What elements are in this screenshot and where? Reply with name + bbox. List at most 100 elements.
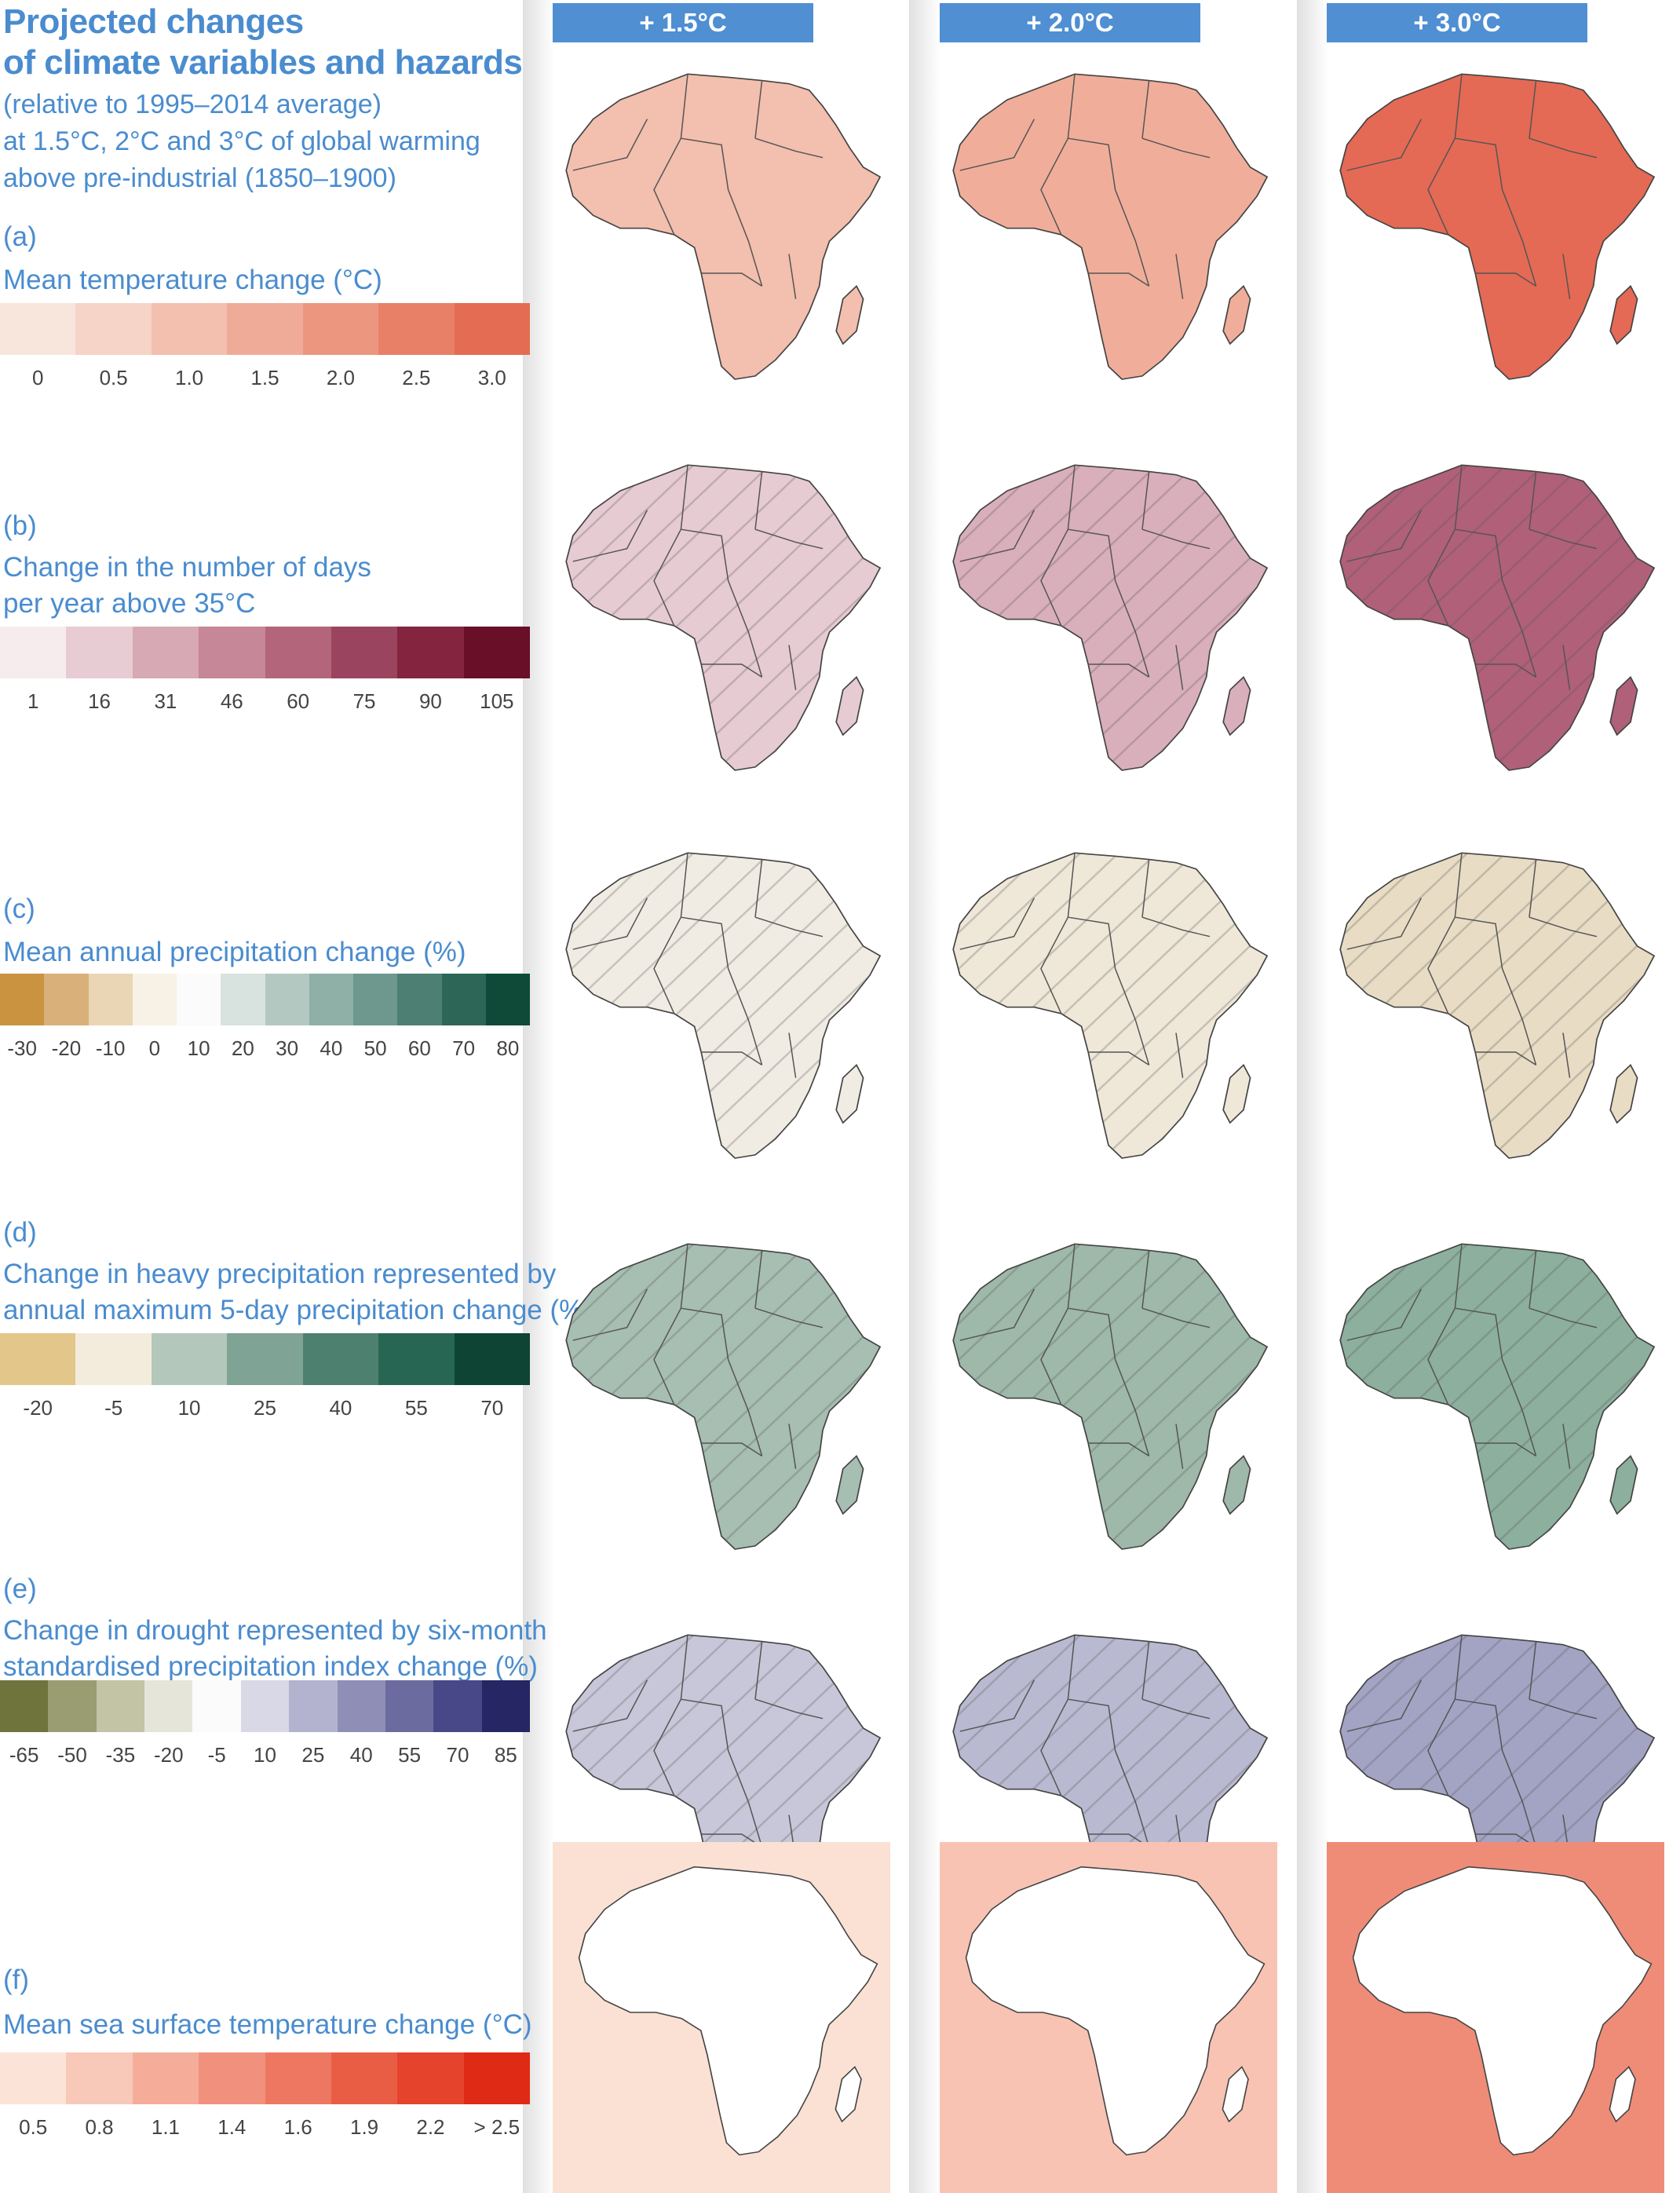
map-panel <box>1327 840 1664 1193</box>
legend-colorbar <box>0 303 530 355</box>
legend-tick-label: 10 <box>254 1743 276 1767</box>
map-panel <box>553 1231 890 1584</box>
hatching-overlay <box>566 1244 881 1549</box>
legend-tick-label: 70 <box>452 1036 476 1060</box>
legend-tick-label: 40 <box>320 1036 343 1060</box>
legend-swatch <box>0 303 76 355</box>
region-borders <box>1346 465 1598 690</box>
legend-tick-label: 46 <box>220 689 243 713</box>
legend-tick-label: -20 <box>153 1743 184 1767</box>
region-borders <box>572 74 824 299</box>
legend-tick-label: 85 <box>494 1743 517 1767</box>
africa-landmass <box>1339 73 1656 380</box>
legend-tick-label: 55 <box>404 1396 428 1420</box>
map-svg <box>565 464 882 771</box>
hatching-overlay <box>1340 1244 1655 1549</box>
hatching-overlay <box>566 853 881 1158</box>
legend-tick-label: 1.1 <box>151 2115 181 2139</box>
legend-tick-label: 1.6 <box>283 2115 312 2139</box>
legend-tick-label: -20 <box>51 1036 82 1060</box>
legend-swatch <box>199 2052 265 2104</box>
region-borders <box>1346 1635 1598 1860</box>
map-panel <box>1327 452 1664 806</box>
legend-swatch <box>0 627 67 678</box>
madagascar-landmass <box>1609 1454 1638 1515</box>
map-panel <box>940 452 1277 806</box>
legend-ticks: -30 -20 -10 0 10 20 30 40 50 60 70 80 <box>0 1036 530 1068</box>
legend-swatch <box>144 1680 193 1732</box>
madagascar-landmass <box>1609 1063 1638 1124</box>
madagascar-landmass <box>1222 675 1251 736</box>
legend-tick-label: 70 <box>446 1743 469 1767</box>
legend-tick-label: 16 <box>88 689 111 713</box>
figure-subtitle: (relative to 1995–2014 average) at 1.5°C… <box>3 86 480 197</box>
legend-tick-label: 0.5 <box>99 366 128 389</box>
panel-title: Change in drought represented by six-mon… <box>3 1613 547 1685</box>
legend-colorbar <box>0 2052 530 2104</box>
legend-swatch <box>88 974 133 1025</box>
legend-ticks: 0.5 0.8 1.1 1.4 1.6 1.9 2.2 > 2.5 <box>0 2115 530 2147</box>
legend-swatch <box>463 2052 530 2104</box>
legend-tick-label: 60 <box>407 1036 431 1060</box>
africa-landmass <box>952 73 1269 380</box>
legend-tick-label: 1.9 <box>349 2115 379 2139</box>
legend-tick-label: 3.0 <box>477 366 506 389</box>
map-svg <box>952 1243 1269 1550</box>
legend-tick-label: -20 <box>23 1396 53 1420</box>
hatching-overlay <box>953 1244 1268 1549</box>
legend-swatch <box>463 627 530 678</box>
madagascar-landmass <box>1222 284 1251 345</box>
legend-swatch <box>454 303 530 355</box>
legend-swatch <box>132 974 177 1025</box>
region-borders <box>959 465 1211 690</box>
region-borders <box>1346 853 1598 1078</box>
legend-swatch <box>240 1680 290 1732</box>
legend-swatch <box>0 974 45 1025</box>
madagascar-landmass <box>1222 1063 1251 1124</box>
madagascar-landmass <box>1609 675 1638 736</box>
legend-tick-label: 10 <box>187 1036 210 1060</box>
legend-tick-label: -65 <box>9 1743 39 1767</box>
map-panel <box>940 1842 1277 2193</box>
region-borders <box>959 1244 1211 1469</box>
legend-tick-label: 55 <box>398 1743 422 1767</box>
legend-ticks: 1 16 31 46 60 75 90 105 <box>0 689 530 721</box>
map-panel <box>940 1231 1277 1584</box>
legend-ticks: 0 0.5 1.0 1.5 2.0 2.5 3.0 <box>0 366 530 397</box>
legend-swatch <box>0 2052 67 2104</box>
africa-landmass <box>1352 1866 1653 2156</box>
africa-landmass <box>965 1866 1265 2156</box>
legend-swatch <box>227 303 303 355</box>
legend-swatch <box>397 974 442 1025</box>
legend-tick-label: 2.5 <box>402 366 431 389</box>
legend-tick-label: 90 <box>418 689 442 713</box>
map-panel <box>940 61 1277 415</box>
map-panel <box>553 1842 890 2193</box>
figure-title: Projected changes of climate variables a… <box>3 2 523 83</box>
column-header-1p5: + 1.5°C <box>553 3 813 42</box>
legend-tick-label: 40 <box>329 1396 352 1420</box>
panel-title-line: Change in heavy precipitation represente… <box>3 1259 557 1289</box>
legend-swatch <box>75 1333 152 1385</box>
legend-swatch <box>289 1680 338 1732</box>
legend-ticks: -65 -50 -35 -20 -5 10 25 40 55 70 85 <box>0 1743 530 1775</box>
legend-swatch <box>199 627 265 678</box>
region-borders <box>572 853 824 1078</box>
legend-tick-label: 10 <box>177 1396 201 1420</box>
panel-letter: (d) <box>3 1217 37 1248</box>
hatching-overlay <box>953 853 1268 1158</box>
legend-tick-label: 1.4 <box>217 2115 247 2139</box>
legend-swatch <box>385 1680 434 1732</box>
map-svg <box>1339 464 1656 771</box>
map-svg <box>1339 852 1656 1159</box>
region-borders <box>572 1244 824 1469</box>
panel-letter: (e) <box>3 1573 37 1604</box>
map-svg <box>565 1243 882 1550</box>
legend-swatch <box>44 974 89 1025</box>
region-borders <box>572 1635 824 1860</box>
legend-colorbar <box>0 974 530 1025</box>
figure-title-line2: of climate variables and hazards <box>3 43 523 82</box>
legend-swatch <box>66 627 133 678</box>
map-panel <box>1327 61 1664 415</box>
panel-title-line: standardised precipitation index change … <box>3 1651 538 1682</box>
